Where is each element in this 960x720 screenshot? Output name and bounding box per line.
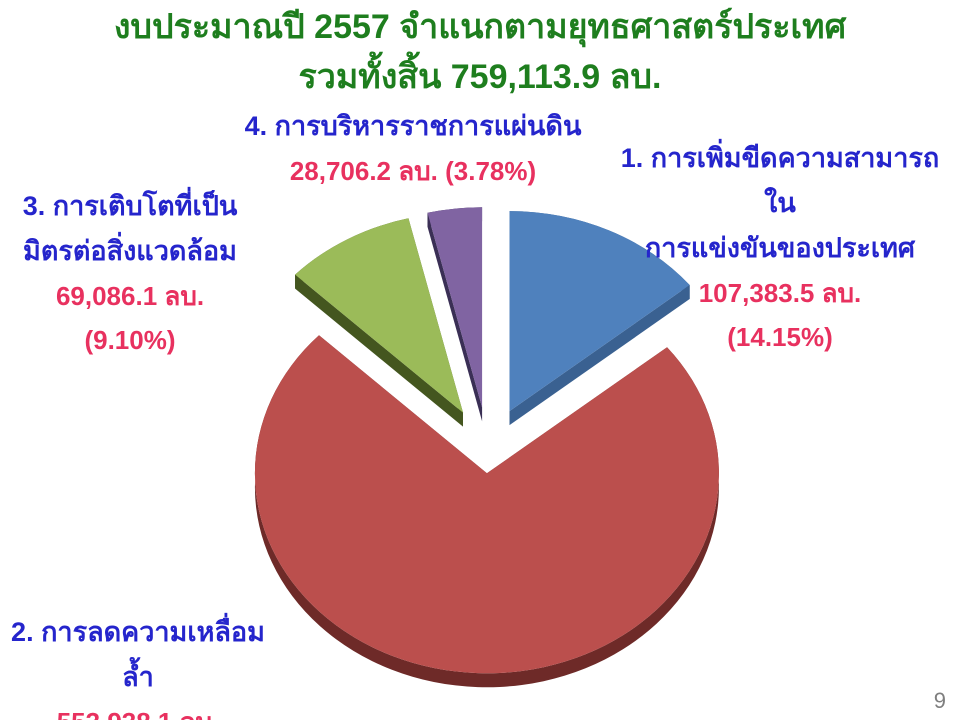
slice-2-label-line: 2. การลดความเหลื่อมล้ำ bbox=[11, 617, 265, 692]
label-slice-3: 3. การเติบโตที่เป็น มิตรต่อสิ่งแวดล้อม 6… bbox=[6, 184, 254, 362]
label-slice-2: 2. การลดความเหลื่อมล้ำ 553,938.1 ลบ. (72… bbox=[8, 610, 268, 720]
slice-1-label-line: ใน bbox=[764, 188, 796, 218]
pie-slice-การลดความเหลื่อมล้ำ bbox=[254, 335, 719, 688]
label-slice-1: 1. การเพิ่มขีดความสามารถ ใน การแข่งขันขอ… bbox=[612, 136, 948, 359]
slice-3-label-line: 3. การเติบโตที่เป็น bbox=[22, 191, 238, 221]
slice-3-label-line: มิตรต่อสิ่งแวดล้อม bbox=[23, 236, 237, 266]
label-slice-4: 4. การบริหารราชการแผ่นดิน 28,706.2 ลบ. (… bbox=[238, 104, 588, 193]
chart-title: งบประมาณปี 2557 จำแนกตามยุทธศาสตร์ประเทศ… bbox=[0, 2, 960, 102]
slice-1-value: 107,383.5 ลบ. bbox=[698, 278, 862, 308]
slice-3-percent: (9.10%) bbox=[84, 325, 176, 355]
pie-slice-การบริหารราชการแผ่นดิน bbox=[427, 207, 483, 422]
chart-title-line2: รวมทั้งสิ้น 759,113.9 ลบ. bbox=[298, 58, 662, 96]
pie-slice-การเติบโตที่เป็นมิตรต่อสิ่งแวดล้อม bbox=[295, 218, 464, 427]
slice-4-label-line: 4. การบริหารราชการแผ่นดิน bbox=[244, 111, 582, 141]
page-number: 9 bbox=[933, 688, 946, 713]
slice-4-value: 28,706.2 ลบ. (3.78%) bbox=[289, 156, 537, 186]
slice-3-value: 69,086.1 ลบ. bbox=[55, 281, 205, 311]
slice-2-value: 553,938.1 ลบ. bbox=[8, 700, 268, 720]
chart-title-line1: งบประมาณปี 2557 จำแนกตามยุทธศาสตร์ประเทศ bbox=[113, 8, 847, 46]
slice-1-label-line: การแข่งขันของประเทศ bbox=[644, 233, 916, 263]
slice-1-label-line: 1. การเพิ่มขีดความสามารถ bbox=[620, 143, 940, 173]
slice-1-percent: (14.15%) bbox=[727, 322, 833, 352]
pie-slice-การเพิ่มขีดความสามารถในการแข่งขันของประเทศ bbox=[509, 211, 690, 426]
